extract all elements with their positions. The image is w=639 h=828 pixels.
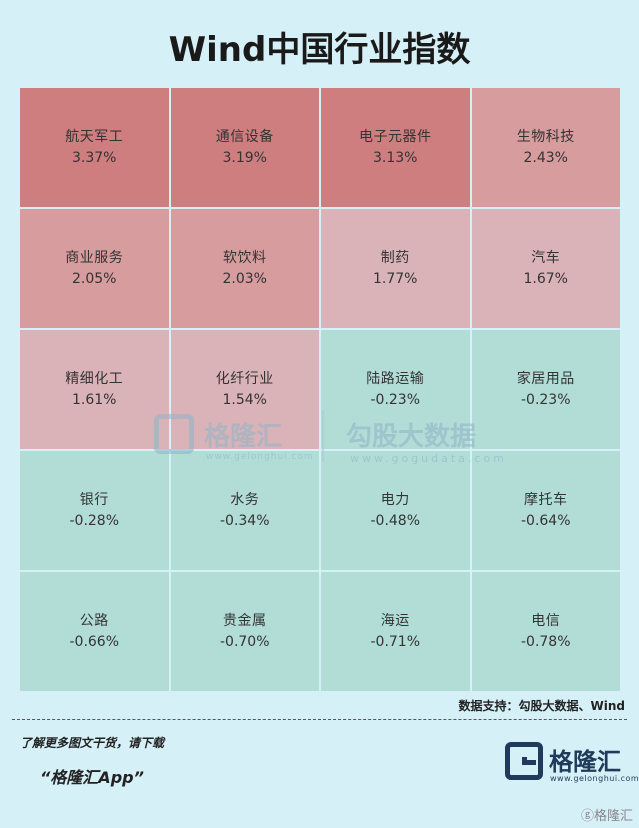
heatmap-cell: 通信设备 3.19% bbox=[170, 88, 319, 207]
industry-change-value: 1.54% bbox=[222, 391, 267, 408]
industry-name: 电信 bbox=[531, 613, 561, 630]
heatmap-cell: 生物科技 2.43% bbox=[471, 88, 620, 207]
industry-change-value: 3.13% bbox=[373, 149, 418, 166]
industry-change-value: 2.43% bbox=[523, 149, 568, 166]
industry-change-value: -0.28% bbox=[69, 512, 120, 529]
download-prompt: 了解更多图文干货，请下载 bbox=[20, 736, 165, 750]
industry-change-value: -0.48% bbox=[370, 512, 421, 529]
heatmap-cell: 电子元器件 3.13% bbox=[321, 88, 470, 207]
industry-change-value: 1.61% bbox=[72, 391, 117, 408]
industry-change-value: -0.23% bbox=[370, 391, 421, 408]
chart-title: Wind中国行业指数 bbox=[168, 30, 471, 70]
heatmap-cell: 化纤行业 1.54% bbox=[170, 330, 319, 449]
data-source: 数据支持：勾股大数据、Wind bbox=[458, 699, 625, 713]
logo-icon bbox=[505, 742, 543, 780]
heatmap-cell: 制药 1.77% bbox=[321, 209, 470, 328]
heatmap-cell: 摩托车 -0.64% bbox=[471, 451, 620, 570]
heatmap-cell: 海运 -0.71% bbox=[321, 572, 470, 691]
heatmap-cell: 水务 -0.34% bbox=[170, 451, 319, 570]
logo-text: 格隆汇 bbox=[549, 748, 621, 776]
heatmap-cell: 电力 -0.48% bbox=[321, 451, 470, 570]
industry-change-value: -0.34% bbox=[219, 512, 270, 529]
industry-change-value: 1.67% bbox=[523, 270, 568, 287]
industry-change-value: 3.19% bbox=[222, 149, 267, 166]
heatmap-cell: 银行 -0.28% bbox=[20, 451, 169, 570]
industry-name: 商业服务 bbox=[65, 250, 124, 267]
industry-name: 化纤行业 bbox=[215, 371, 274, 388]
industry-change-value: 2.03% bbox=[222, 270, 267, 287]
heatmap-cell: 商业服务 2.05% bbox=[20, 209, 169, 328]
heatmap-cell: 航天军工 3.37% bbox=[20, 88, 169, 207]
heatmap-cell: 汽车 1.67% bbox=[471, 209, 620, 328]
industry-name: 家居用品 bbox=[516, 371, 575, 388]
footer-divider bbox=[12, 719, 627, 720]
heatmap-cell: 软饮料 2.03% bbox=[170, 209, 319, 328]
industry-change-value: -0.64% bbox=[520, 512, 571, 529]
heatmap-grid: 航天军工 3.37% 通信设备 3.19% 电子元器件 3.13% 生物科技 2.43% 商业服… bbox=[20, 88, 620, 691]
industry-name: 制药 bbox=[380, 250, 410, 267]
heatmap-cell: 陆路运输 -0.23% bbox=[321, 330, 470, 449]
heatmap-cell: 电信 -0.78% bbox=[471, 572, 620, 691]
industry-change-value: 3.37% bbox=[72, 149, 117, 166]
industry-name: 航天军工 bbox=[65, 129, 124, 146]
industry-name: 软饮料 bbox=[223, 250, 267, 267]
industry-name: 公路 bbox=[79, 613, 109, 630]
logo-url: www.gelonghui.com bbox=[550, 774, 639, 783]
industry-change-value: 1.77% bbox=[373, 270, 418, 287]
industry-name: 汽车 bbox=[531, 250, 561, 267]
industry-name: 海运 bbox=[380, 613, 410, 630]
heatmap-cell: 精细化工 1.61% bbox=[20, 330, 169, 449]
heatmap-cell: 家居用品 -0.23% bbox=[471, 330, 620, 449]
industry-change-value: -0.23% bbox=[520, 391, 571, 408]
industry-name: 贵金属 bbox=[223, 613, 267, 630]
industry-name: 通信设备 bbox=[215, 129, 274, 146]
industry-change-value: -0.70% bbox=[219, 633, 270, 650]
industry-name: 生物科技 bbox=[516, 129, 575, 146]
industry-name: 水务 bbox=[230, 492, 260, 509]
heatmap-cell: 公路 -0.66% bbox=[20, 572, 169, 691]
industry-name: 摩托车 bbox=[524, 492, 568, 509]
heatmap-cell: 贵金属 -0.70% bbox=[170, 572, 319, 691]
industry-name: 电子元器件 bbox=[359, 129, 432, 146]
industry-name: 陆路运输 bbox=[366, 371, 425, 388]
corner-watermark: ⓖ格隆汇 bbox=[580, 809, 633, 824]
industry-name: 电力 bbox=[380, 492, 410, 509]
industry-change-value: -0.71% bbox=[370, 633, 421, 650]
app-name: “格隆汇App” bbox=[40, 768, 144, 787]
industry-name: 银行 bbox=[79, 492, 109, 509]
industry-name: 精细化工 bbox=[65, 371, 124, 388]
brand-logo: 格隆汇 www.gelonghui.com bbox=[505, 740, 639, 790]
industry-change-value: 2.05% bbox=[72, 270, 117, 287]
industry-change-value: -0.66% bbox=[69, 633, 120, 650]
industry-change-value: -0.78% bbox=[520, 633, 571, 650]
